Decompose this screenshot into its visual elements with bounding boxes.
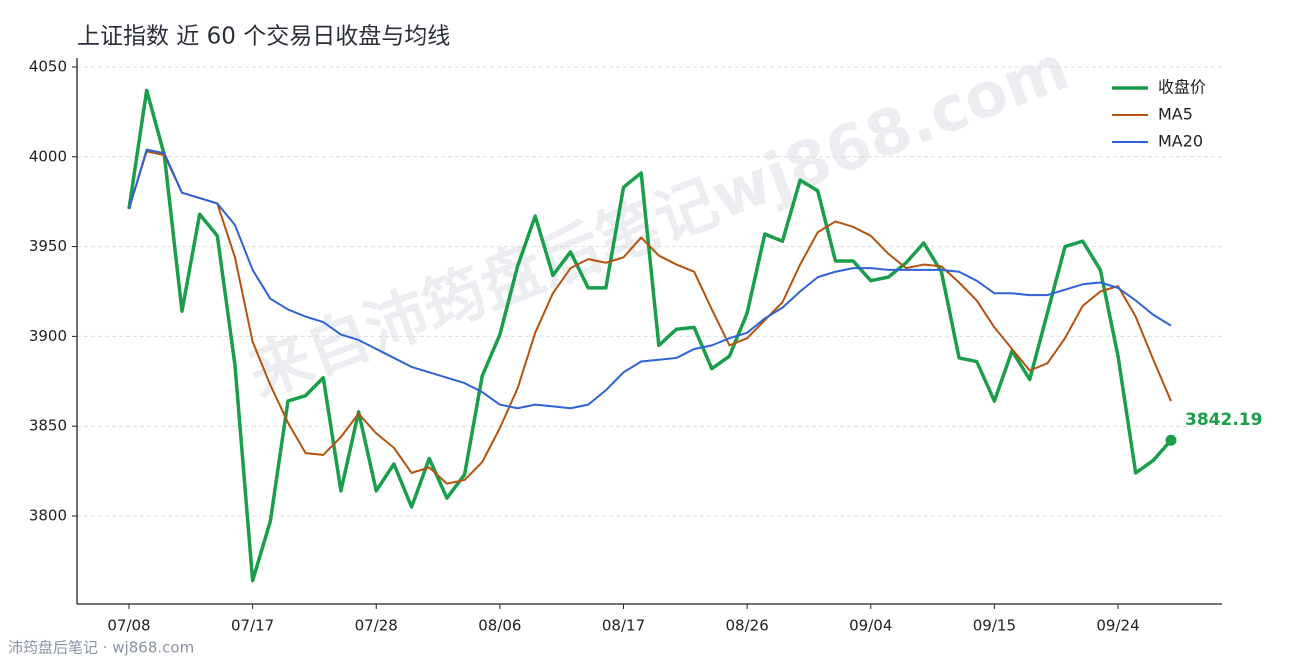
series-line	[127, 88, 1173, 583]
footer: 沛筠盘后笔记 · wj868.com	[8, 639, 194, 657]
x-tick-label: 07/28	[355, 617, 398, 635]
legend-label: MA5	[1158, 105, 1193, 124]
y-tick-label: 3900	[29, 327, 67, 345]
y-tick-label: 3800	[29, 506, 67, 524]
y-tick-label: 3950	[29, 237, 67, 255]
legend-label: 收盘价	[1158, 78, 1206, 97]
last-value-label: 3842.19	[1185, 410, 1262, 430]
x-tick-label: 07/08	[107, 617, 150, 635]
last-point	[1165, 434, 1177, 446]
y-tick-label: 4000	[29, 147, 67, 165]
x-tick-label: 08/17	[602, 617, 645, 635]
series-line	[128, 148, 1172, 410]
x-tick-label: 07/17	[231, 617, 274, 635]
x-tick-label: 08/06	[478, 617, 521, 635]
y-tick-label: 4050	[29, 57, 67, 75]
chart-title: 上证指数 近 60 个交易日收盘与均线	[77, 24, 450, 50]
x-tick-label: 09/15	[973, 617, 1016, 635]
series-line	[128, 150, 1172, 485]
legend-label: MA20	[1158, 132, 1203, 151]
x-tick-label: 09/04	[849, 617, 892, 635]
y-tick-label: 3850	[29, 417, 67, 435]
x-tick-label: 09/24	[1096, 617, 1139, 635]
x-tick-label: 08/26	[726, 617, 769, 635]
watermark: 来自沛筠盘后笔记wj868.com	[239, 31, 1079, 411]
